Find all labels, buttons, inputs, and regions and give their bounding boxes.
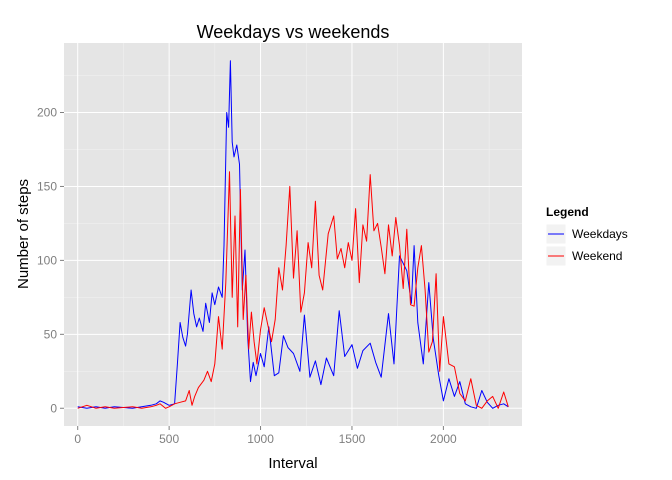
plot-panel: [64, 43, 522, 426]
x-tick-label: 0: [74, 432, 81, 446]
series-line-weekend: [77, 171, 509, 409]
x-axis-title: Interval: [268, 455, 317, 472]
y-tick-label: 0: [50, 401, 57, 415]
y-tick-label: 150: [37, 179, 57, 193]
series-lines: [77, 60, 509, 409]
x-tick-label: 1500: [339, 432, 366, 446]
y-tick-label: 200: [37, 106, 57, 120]
legend: Legend Weekdays Weekend: [545, 205, 628, 267]
legend-label-weekend: Weekend: [572, 249, 622, 263]
minor-gridlines: [64, 43, 522, 426]
x-tick-label: 2000: [430, 432, 457, 446]
series-line-weekdays: [77, 60, 509, 409]
y-tick-label: 50: [44, 327, 58, 341]
y-axis-ticks: 0 50 100 150 200: [37, 106, 64, 415]
x-tick-label: 500: [159, 432, 179, 446]
y-tick-label: 100: [37, 253, 57, 267]
x-axis-ticks: 0 500 1000 1500 2000: [74, 426, 457, 446]
legend-title: Legend: [546, 205, 589, 219]
legend-label-weekdays: Weekdays: [572, 227, 628, 241]
chart-title: Weekdays vs weekends: [197, 22, 390, 42]
x-tick-label: 1000: [247, 432, 274, 446]
y-axis-title: Number of steps: [15, 179, 32, 289]
